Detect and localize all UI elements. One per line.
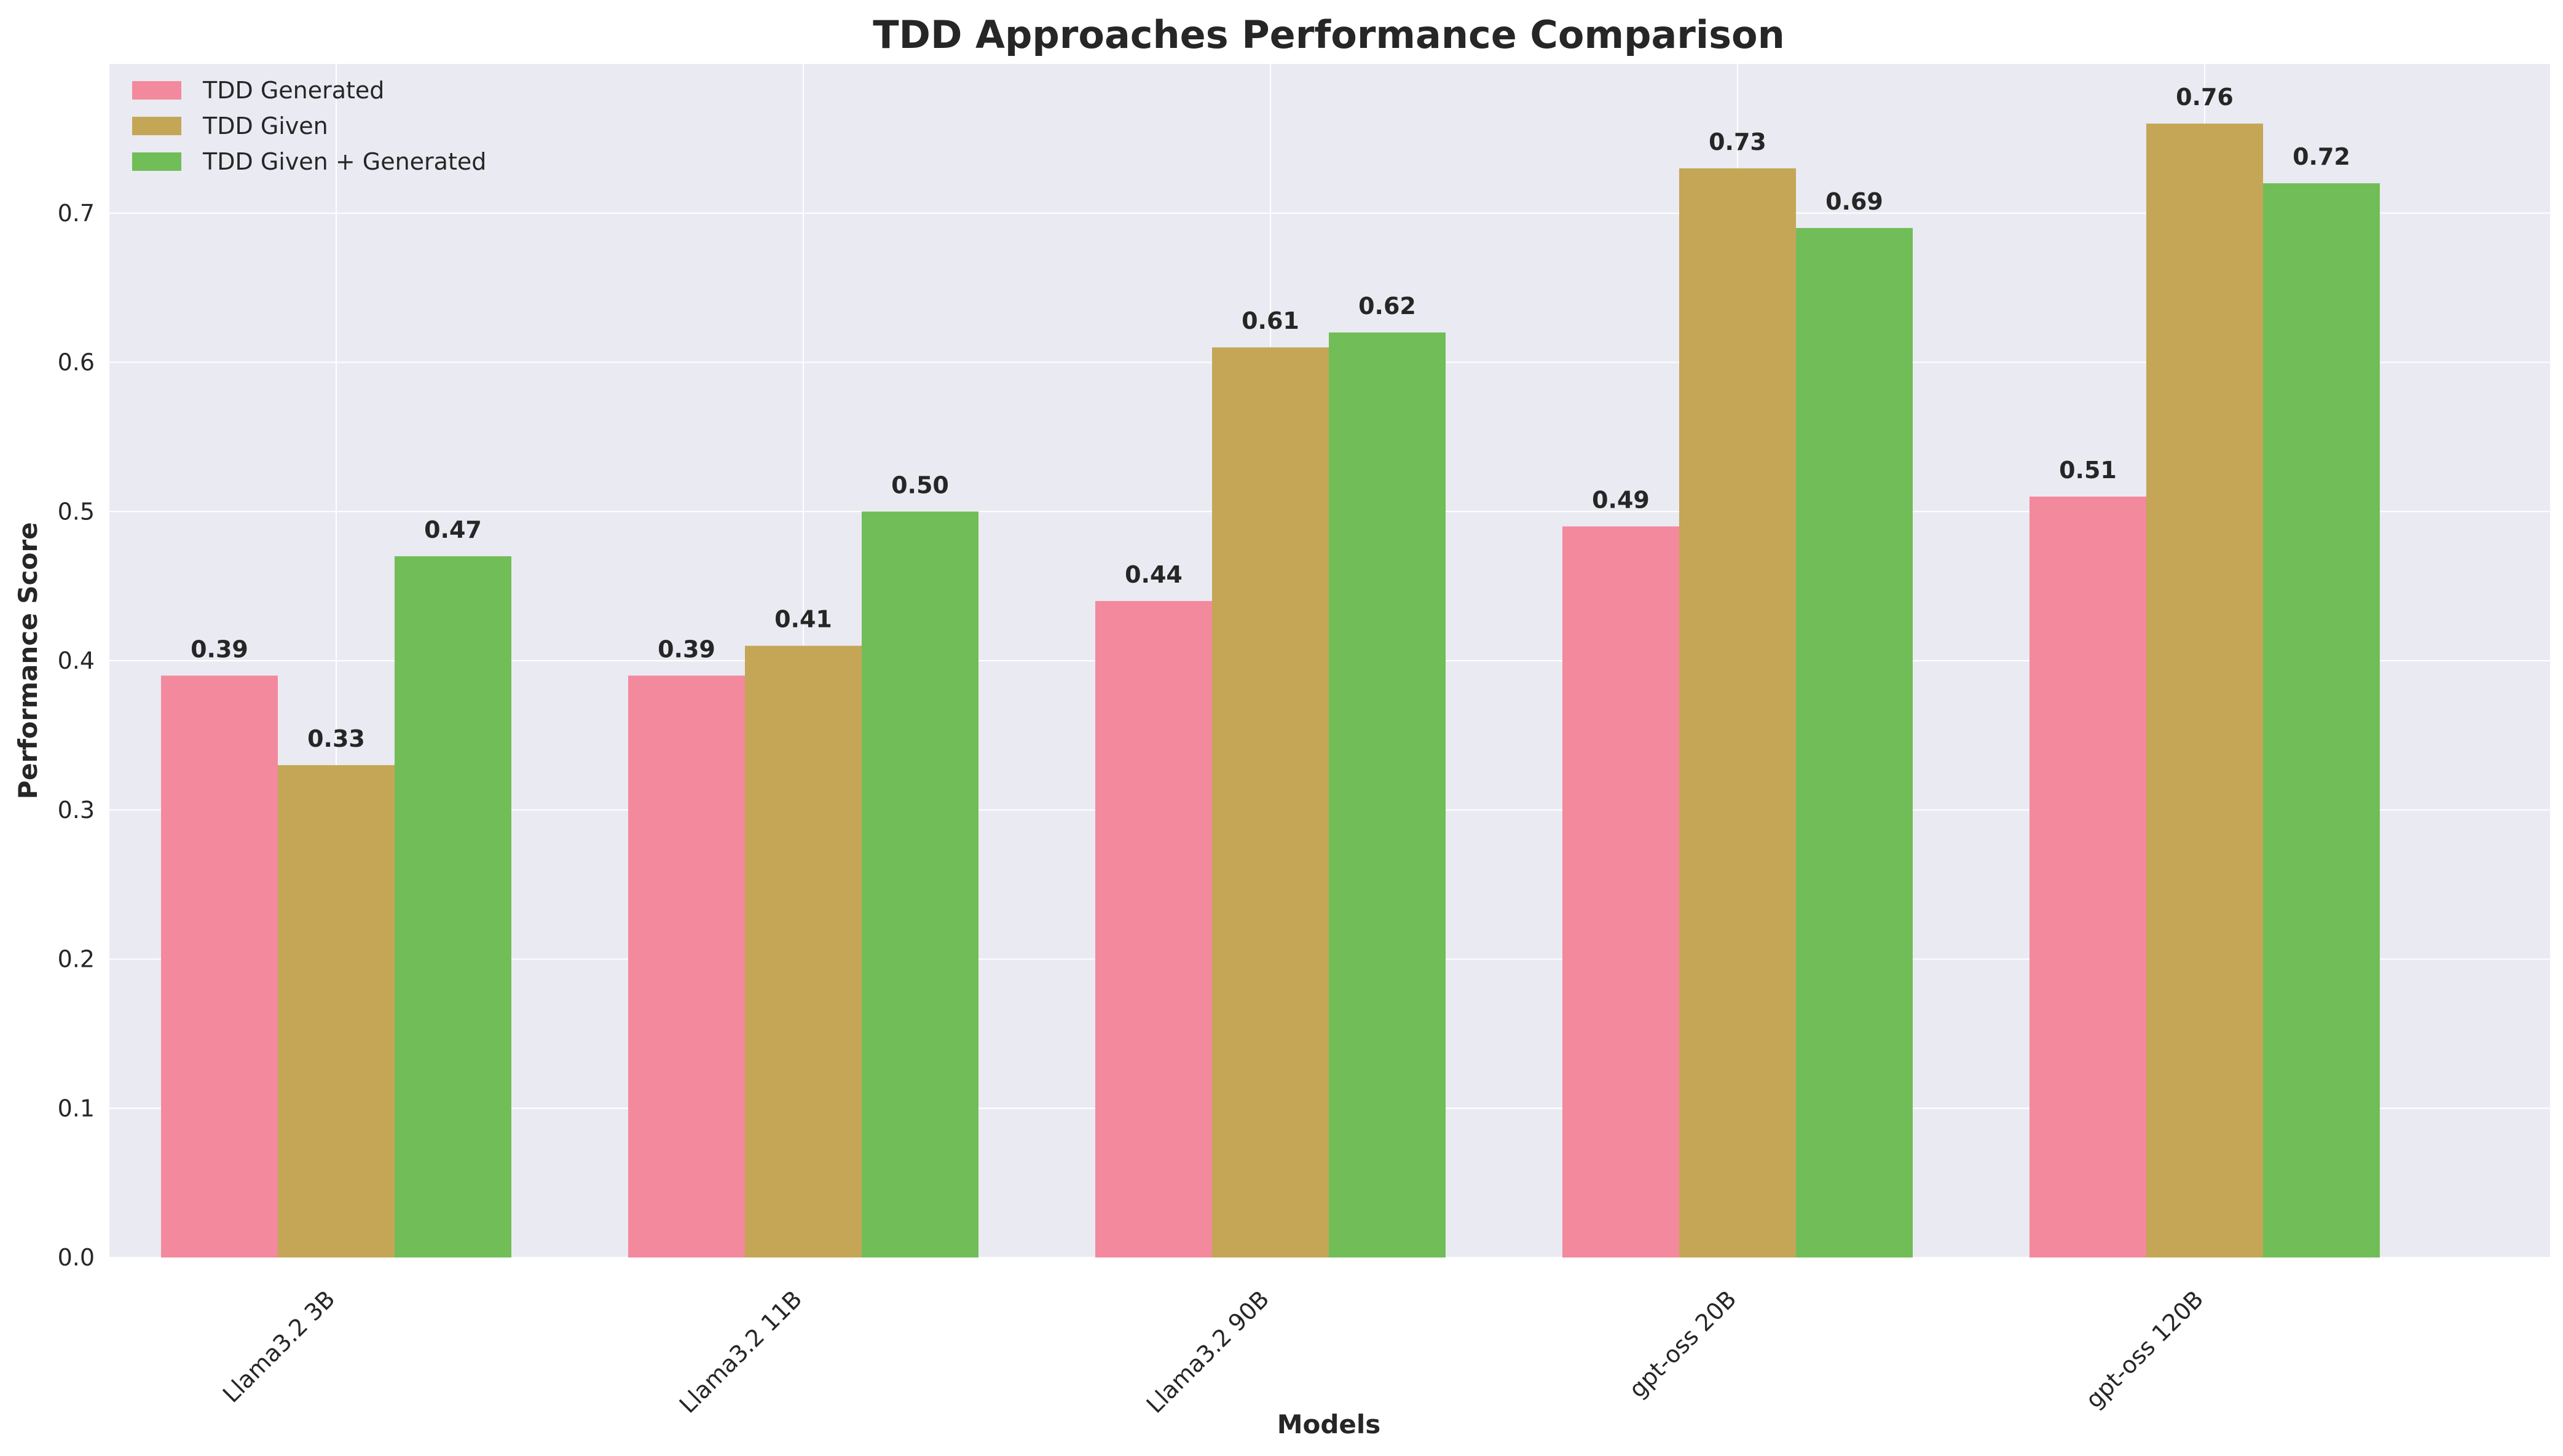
legend-label: TDD Given + Generated xyxy=(202,148,486,175)
data-label: 0.33 xyxy=(307,725,365,752)
legend-label: TDD Generated xyxy=(202,77,384,104)
bar xyxy=(2263,183,2380,1258)
bars xyxy=(161,124,2380,1258)
x-tick-label: Llama3.2 90B xyxy=(1141,1285,1275,1419)
data-label: 0.73 xyxy=(1709,128,1766,155)
data-label: 0.76 xyxy=(2176,84,2234,111)
bar xyxy=(2146,124,2263,1258)
x-tick-label: gpt-oss 120B xyxy=(2081,1285,2209,1414)
x-tick-label: Llama3.2 3B xyxy=(218,1285,340,1407)
data-label: 0.39 xyxy=(658,636,715,663)
bar xyxy=(395,556,511,1258)
y-tick-label: 0.2 xyxy=(58,946,95,973)
y-tick-label: 0.4 xyxy=(58,647,95,674)
data-label: 0.50 xyxy=(891,471,949,498)
x-tick-label: gpt-oss 20B xyxy=(1624,1285,1742,1403)
data-label: 0.69 xyxy=(1825,188,1883,215)
y-axis-label: Performance Score xyxy=(13,522,43,799)
legend: TDD Generated TDD Given TDD Given + Genera… xyxy=(132,77,486,175)
x-tick-labels: Llama3.2 3B Llama3.2 11B Llama3.2 90B gpt-o… xyxy=(218,1285,2208,1419)
bar xyxy=(1095,600,1212,1257)
legend-label: TDD Given xyxy=(202,112,328,140)
chart-title: TDD Approaches Performance Comparison xyxy=(873,12,1785,57)
y-tick-label: 0.6 xyxy=(58,349,95,376)
y-tick-label: 0.0 xyxy=(58,1244,95,1271)
data-label: 0.72 xyxy=(2293,143,2350,170)
bar xyxy=(628,675,745,1257)
y-tick-label: 0.3 xyxy=(58,797,95,824)
bar xyxy=(1329,332,1446,1258)
bar xyxy=(1796,228,1913,1257)
legend-swatch xyxy=(132,152,181,171)
data-label: 0.62 xyxy=(1358,293,1416,320)
bar xyxy=(278,765,395,1257)
bar xyxy=(2030,496,2146,1257)
bar xyxy=(745,645,862,1257)
y-tick-label: 0.7 xyxy=(58,200,95,227)
data-label: 0.41 xyxy=(774,606,832,633)
data-label: 0.39 xyxy=(191,636,248,663)
y-tick-labels: 0.0 0.1 0.2 0.3 0.4 0.5 0.6 0.7 xyxy=(58,200,95,1271)
data-label: 0.49 xyxy=(1592,487,1650,514)
data-label: 0.44 xyxy=(1125,561,1183,588)
x-axis-label: Models xyxy=(1277,1409,1381,1439)
y-tick-label: 0.1 xyxy=(58,1095,95,1122)
bar xyxy=(862,511,978,1257)
data-label: 0.61 xyxy=(1242,307,1299,334)
y-tick-label: 0.5 xyxy=(58,498,95,525)
bar xyxy=(1679,168,1796,1257)
legend-swatch xyxy=(132,117,181,135)
legend-swatch xyxy=(132,81,181,100)
bar xyxy=(161,675,278,1257)
data-label: 0.47 xyxy=(424,516,482,543)
data-label: 0.51 xyxy=(2059,457,2117,484)
x-tick-label: Llama3.2 11B xyxy=(674,1285,808,1419)
bar xyxy=(1212,347,1329,1257)
data-labels: 0.39 0.33 0.47 0.39 0.41 0.50 0.44 0.61 0.62 0.49… xyxy=(191,84,2350,752)
bar xyxy=(1562,526,1679,1257)
